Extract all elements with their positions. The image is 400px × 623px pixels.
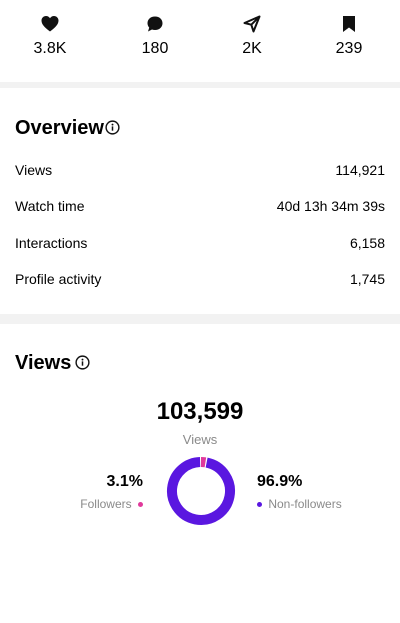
shares-stat[interactable]: 2K: [212, 14, 292, 58]
views-total: 103,599: [156, 398, 244, 425]
row-label: Watch time: [15, 198, 85, 214]
comments-stat[interactable]: 180: [115, 14, 195, 58]
row-value: 1,745: [349, 271, 385, 287]
saves-count: 239: [335, 40, 363, 57]
row-value: 40d 13h 34m 39s: [276, 198, 385, 214]
bookmark-icon: [343, 16, 355, 32]
likes-count: 3.8K: [33, 40, 67, 57]
overview-row-interactions: Interactions 6,158: [15, 235, 385, 255]
overview-row-watch-time: Watch time 40d 13h 34m 39s: [15, 198, 385, 218]
share-icon: [243, 15, 261, 33]
non-followers-slice: [167, 456, 235, 525]
shares-count: 2K: [242, 40, 262, 57]
followers-label: Followers: [80, 497, 132, 511]
row-value: 6,158: [349, 235, 385, 251]
comment-icon: [147, 16, 163, 32]
overview-row-views: Views 114,921: [15, 162, 385, 182]
followers-percent: 3.1%: [106, 473, 143, 490]
non-followers-dot: [257, 502, 262, 508]
info-icon[interactable]: [75, 355, 90, 370]
comments-count: 180: [141, 40, 169, 57]
non-followers-label: Non-followers: [268, 497, 342, 511]
non-followers-percent: 96.9%: [257, 473, 303, 490]
likes-stat[interactable]: 3.8K: [10, 14, 90, 58]
views-total-label: Views: [182, 432, 218, 447]
overview-title: Overview: [15, 117, 104, 139]
views-title: Views: [15, 352, 72, 374]
overview-row-profile-activity: Profile activity 1,745: [15, 271, 385, 291]
row-label: Profile activity: [15, 271, 102, 287]
row-value: 114,921: [335, 162, 385, 178]
info-icon[interactable]: [105, 120, 120, 135]
followers-legend: Followers: [80, 497, 143, 511]
row-label: Interactions: [15, 235, 88, 251]
non-followers-legend: Non-followers: [257, 497, 342, 511]
followers-slice: [167, 457, 235, 525]
views-section: Views 103,599 Views 3.1% Followers 96.9%…: [0, 324, 400, 623]
followers-dot: [138, 502, 143, 508]
overview-section: Overview Views 114,921 Watch time 40d 13…: [0, 88, 400, 314]
engagement-stats: 3.8K 180 2K 239: [0, 0, 400, 82]
saves-stat[interactable]: 239: [309, 14, 389, 58]
row-label: Views: [15, 162, 53, 178]
heart-icon: [41, 16, 59, 32]
views-donut-chart: [167, 456, 235, 525]
